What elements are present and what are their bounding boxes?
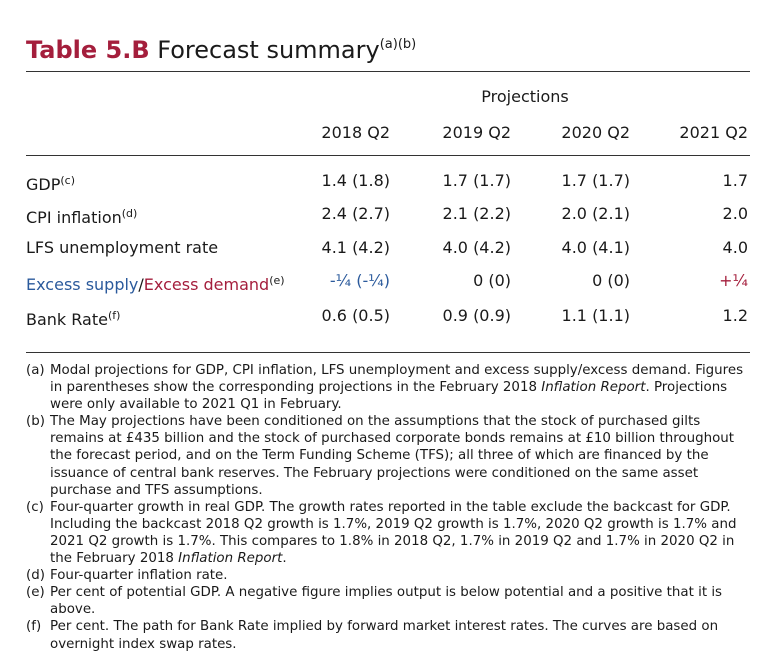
title-footnote-ref: (a)(b) — [379, 37, 417, 52]
row-label-text: LFS unemployment rate — [26, 238, 219, 257]
row-label-text: CPI inflation — [26, 208, 122, 227]
table-cell: 1.4 (1.8) — [321, 171, 390, 190]
projections-heading: Projections — [481, 87, 569, 106]
footnote-text: Four-quarter growth in real GDP. The gro… — [50, 499, 737, 567]
footnote-d: (d) Four-quarter inflation rate. — [26, 567, 756, 584]
footnote-f: (f) Per cent. The path for Bank Rate imp… — [26, 618, 756, 652]
table-cell: -¼ (-¼) — [329, 271, 390, 290]
row-label-cpi-inflation: CPI inflation(d) — [26, 203, 137, 229]
column-header-2019: 2019 Q2 — [442, 123, 511, 142]
column-header-2020: 2020 Q2 — [561, 123, 630, 142]
footnote-e: (e) Per cent of potential GDP. A negativ… — [26, 584, 756, 618]
footnote-text: Per cent. The path for Bank Rate implied… — [50, 619, 719, 652]
table-cell: 0 (0) — [473, 271, 511, 290]
row-label-text: Bank Rate — [26, 310, 108, 329]
footnote-b: (b) The May projections have been condit… — [26, 413, 756, 498]
table-cell: 4.0 — [722, 238, 748, 257]
table-cell: 4.0 (4.1) — [561, 238, 630, 257]
excess-demand-label: Excess demand — [143, 275, 270, 294]
excess-supply-label: Excess supply — [26, 275, 139, 294]
table-number: Table 5.B — [26, 36, 150, 64]
footnote-c: (c) Four-quarter growth in real GDP. The… — [26, 499, 756, 567]
table-cell: +¼ — [719, 271, 748, 290]
footnote-tag: (c) — [26, 499, 44, 515]
table-cell: 1.7 (1.7) — [442, 171, 511, 190]
footnote-text: The May projections have been conditione… — [50, 414, 735, 498]
footnote-ref: (c) — [60, 174, 76, 187]
table-cell: 0 (0) — [592, 271, 630, 290]
column-header-2021: 2021 Q2 — [679, 123, 748, 142]
table-cell: 1.7 — [722, 171, 748, 190]
row-label-gdp: GDP(c) — [26, 170, 75, 196]
table-cell: 1.2 — [722, 306, 748, 325]
table-cell: 2.4 (2.7) — [321, 204, 390, 223]
footnote-tag: (a) — [26, 363, 45, 378]
footnote-ref: (e) — [269, 274, 285, 287]
table-title-text: Forecast summary — [157, 36, 380, 64]
footnote-ref: (f) — [107, 309, 121, 322]
label-separator: / — [138, 275, 144, 294]
footnote-tag: (b) — [26, 414, 45, 430]
footnote-a: (a) Modal projections for GDP, CPI infla… — [26, 362, 756, 413]
page-title: Table 5.B Forecast summary(a)(b) — [26, 30, 416, 65]
row-label-excess-supply-demand: Excess supply/Excess demand(e) — [26, 270, 285, 296]
row-label-lfs-unemployment: LFS unemployment rate — [26, 237, 218, 259]
table-cell: 0.6 (0.5) — [321, 306, 390, 325]
footnote-tag: (f) — [26, 619, 42, 635]
footnote-text: Per cent of potential GDP. A negative fi… — [50, 585, 723, 618]
footnote-text: Modal projections for GDP, CPI inflation… — [50, 363, 744, 413]
column-header-2018: 2018 Q2 — [321, 123, 390, 142]
row-label-bank-rate: Bank Rate(f) — [26, 305, 120, 331]
table-cell: 0.9 (0.9) — [442, 306, 511, 325]
bottom-rule — [26, 352, 750, 353]
table-cell: 4.1 (4.2) — [321, 238, 390, 257]
table-cell: 2.0 — [722, 204, 748, 223]
table-cell: 1.1 (1.1) — [561, 306, 630, 325]
row-label-text: GDP — [26, 175, 61, 194]
footnote-ref: (d) — [121, 207, 138, 220]
top-rule — [26, 71, 750, 72]
footnote-tag: (d) — [26, 568, 45, 584]
table-cell: 2.1 (2.2) — [442, 204, 511, 223]
header-rule — [26, 155, 750, 156]
table-cell: 2.0 (2.1) — [561, 204, 630, 223]
table-cell: 4.0 (4.2) — [442, 238, 511, 257]
footnote-text: Four-quarter inflation rate. — [50, 568, 228, 584]
footnotes: (a) Modal projections for GDP, CPI infla… — [26, 362, 756, 653]
footnote-tag: (e) — [26, 585, 45, 601]
table-cell: 1.7 (1.7) — [561, 171, 630, 190]
